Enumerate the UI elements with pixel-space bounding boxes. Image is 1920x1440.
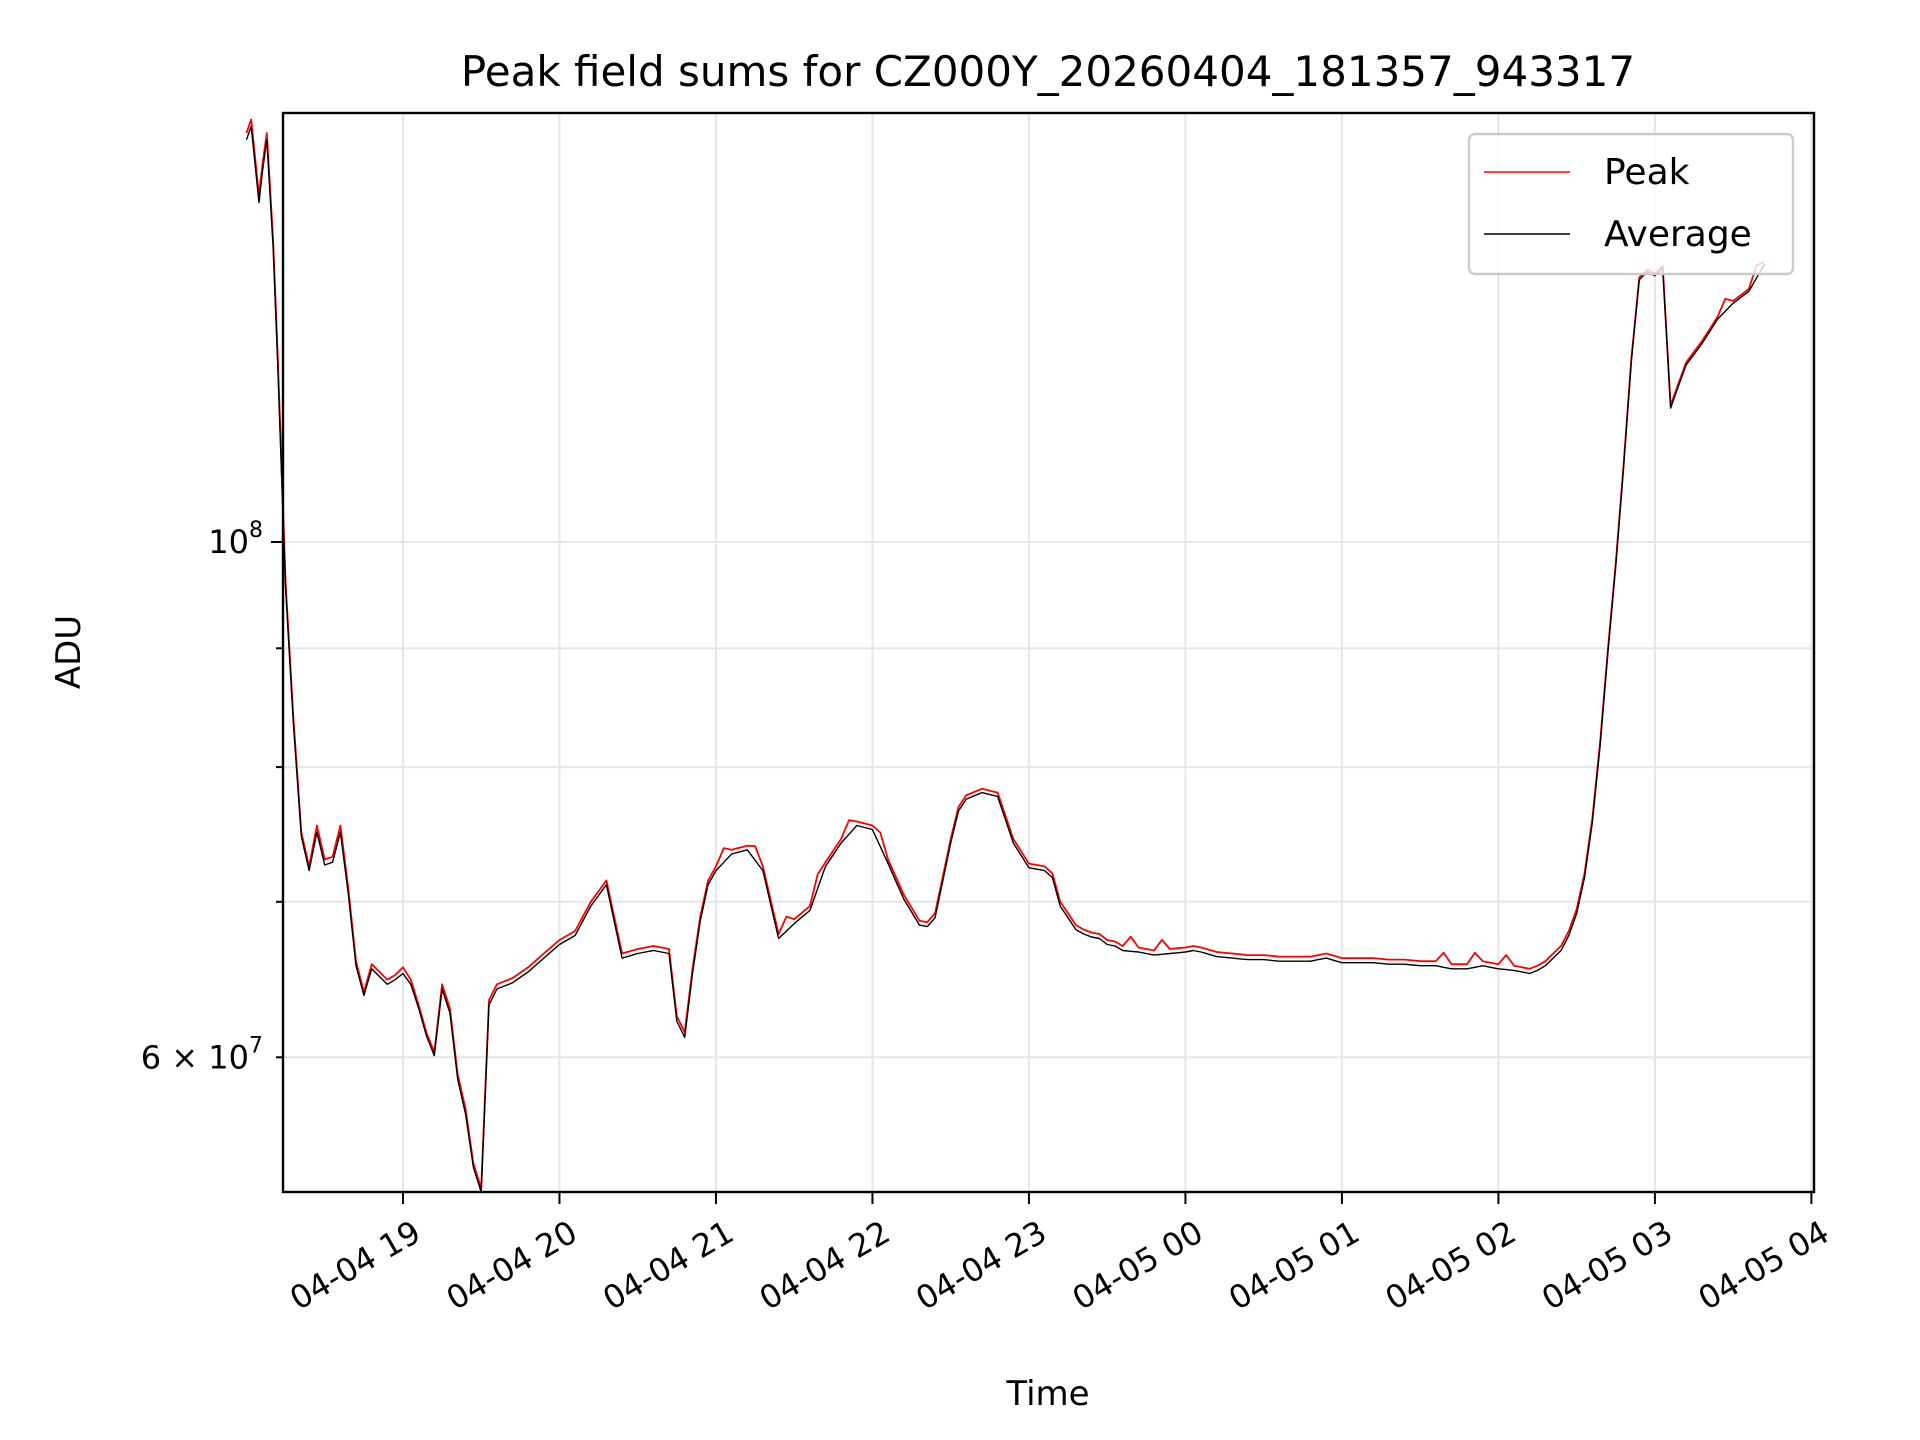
series-line-average: [245, 125, 1766, 1193]
legend-box: [1467, 132, 1795, 276]
x-axis-label: Time: [1005, 1374, 1089, 1414]
y-axis-ticks: 108 6 × 107: [141, 518, 283, 1076]
chart-title: Peak field sums for CZ000Y_20260404_1813…: [461, 47, 1635, 96]
series-line-peak: [245, 118, 1765, 1190]
plot-frame: [281, 111, 1816, 1194]
y-tick-label: 108: [208, 518, 263, 561]
legend-label-average: Average: [1604, 214, 1752, 255]
series-layer: [245, 118, 1766, 1193]
legend: Peak Average: [1467, 132, 1795, 276]
legend-label-peak: Peak: [1604, 152, 1690, 193]
grid: [283, 113, 1814, 1192]
plot-area: [283, 113, 1814, 1192]
y-axis-label: ADU: [49, 615, 89, 689]
y-tick-label: 6 × 107: [141, 1033, 263, 1076]
